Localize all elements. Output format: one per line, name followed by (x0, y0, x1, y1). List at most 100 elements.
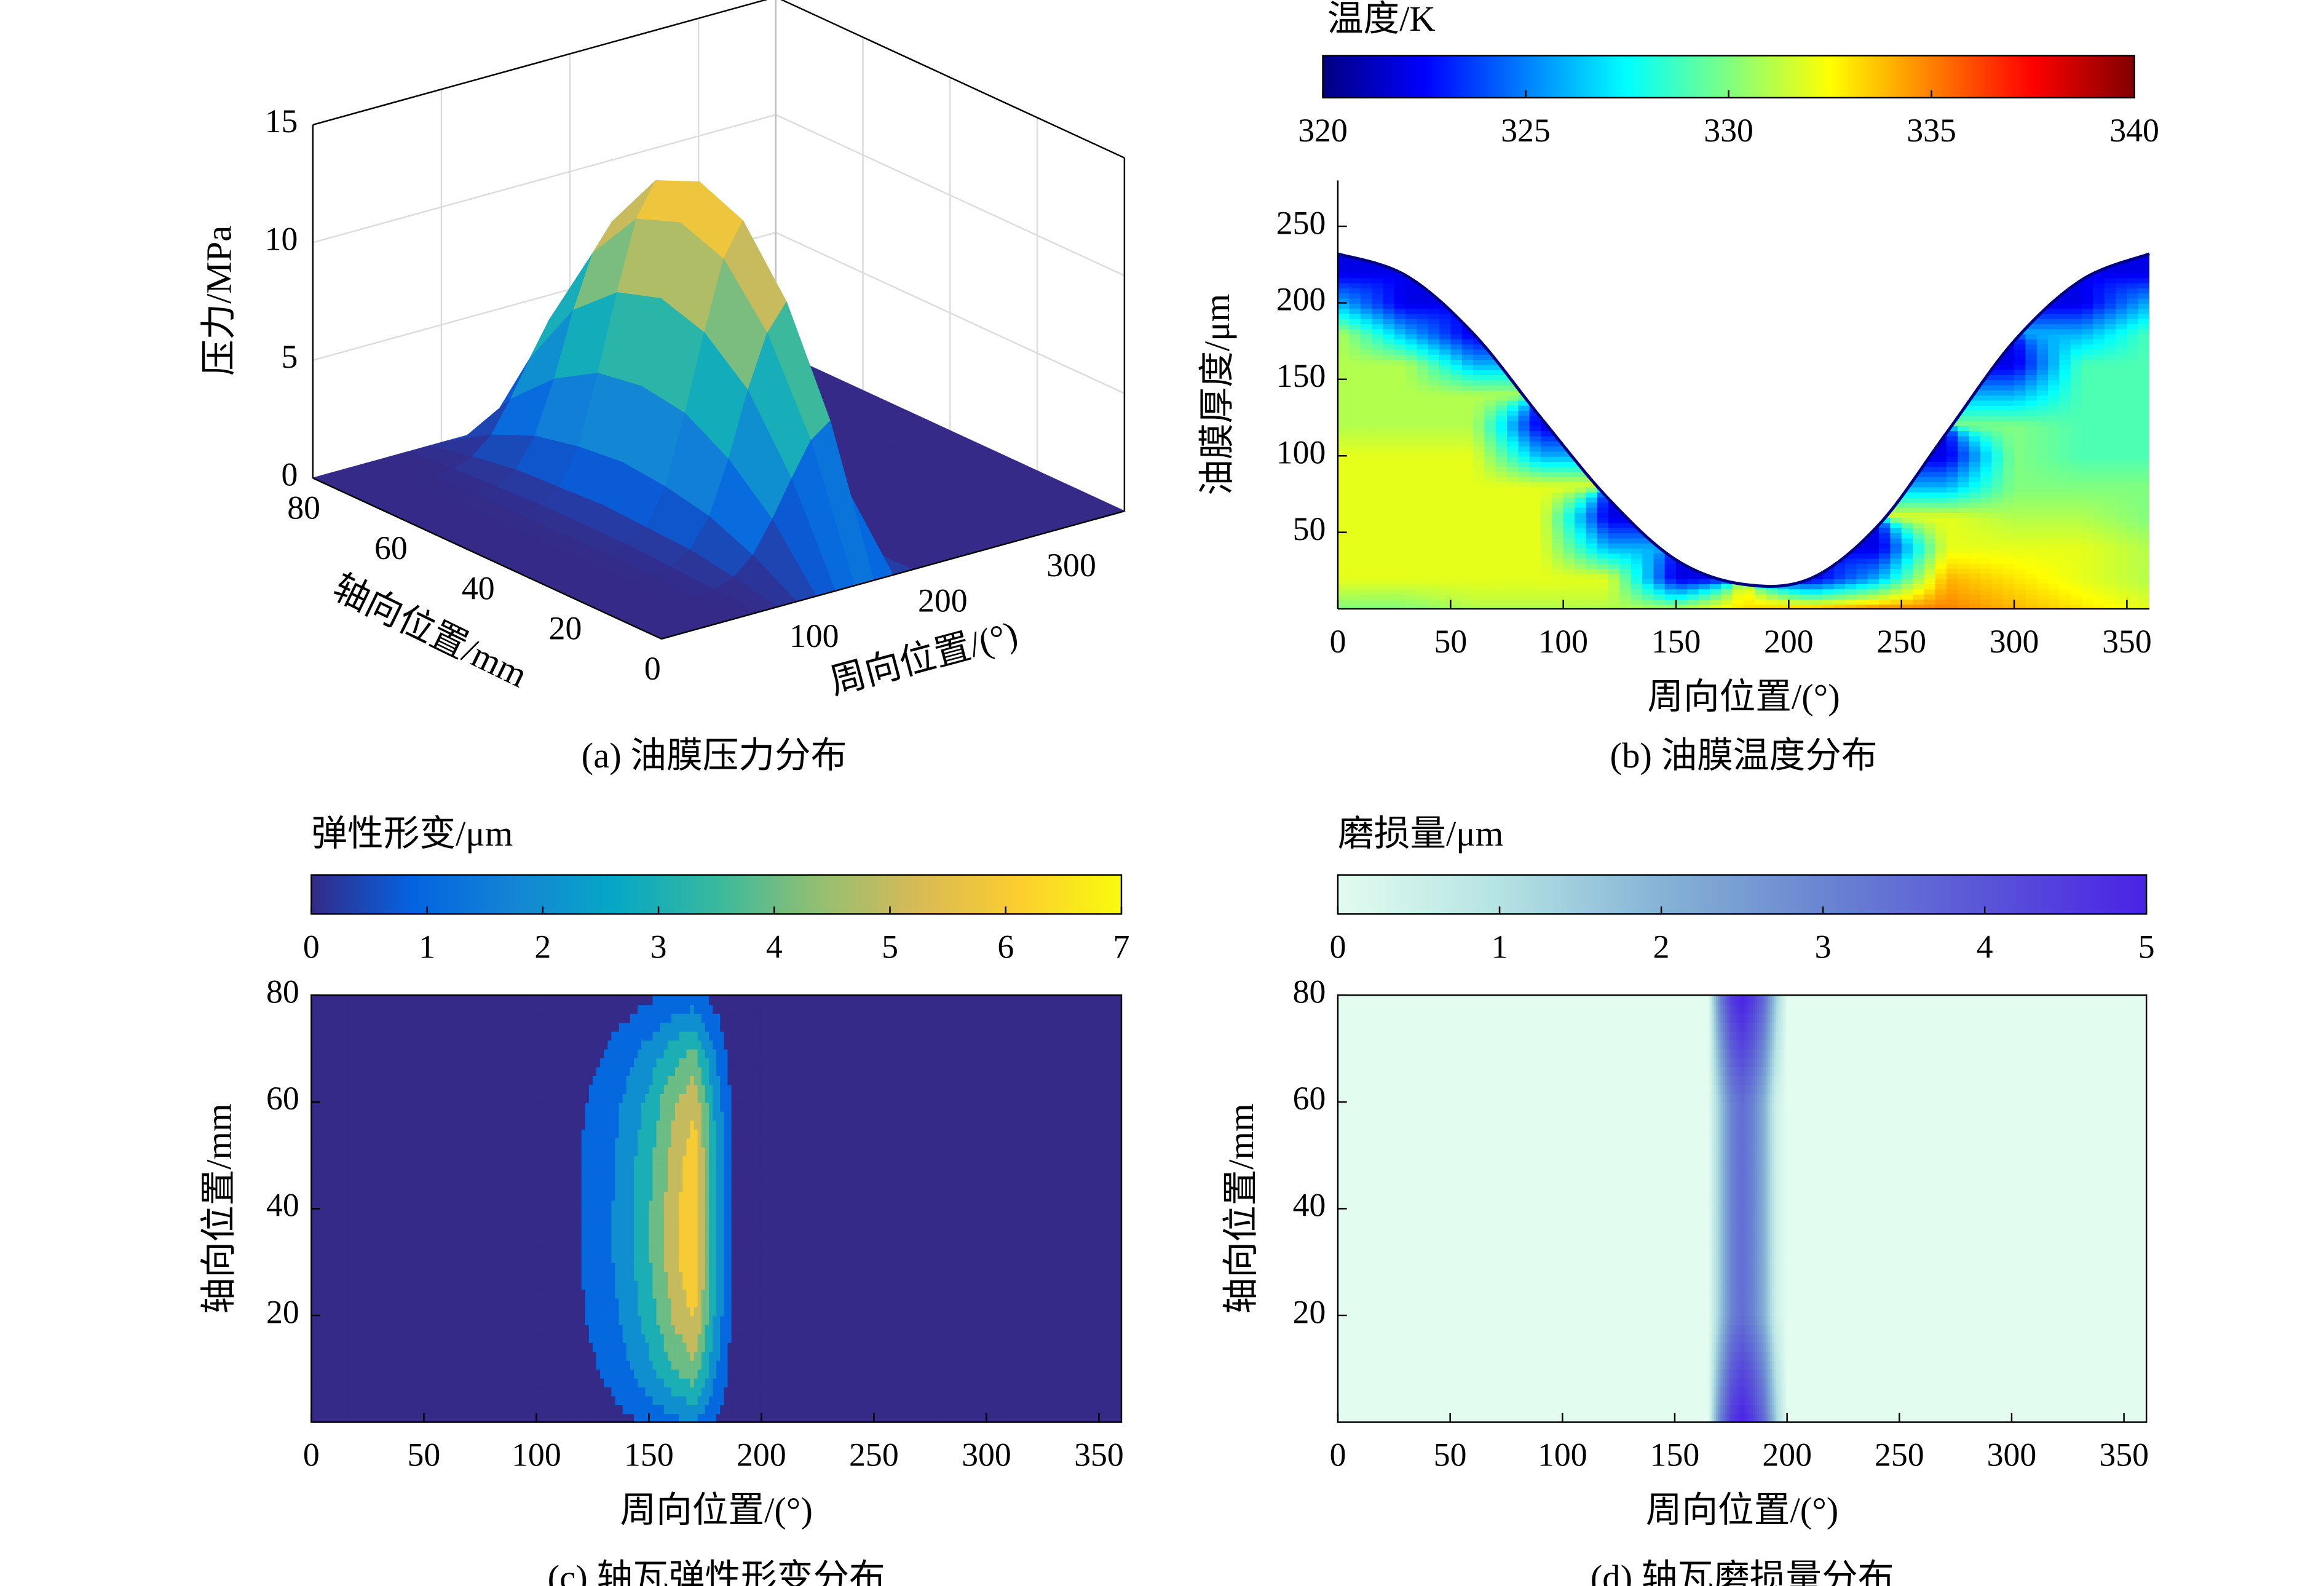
field-cell (675, 1378, 680, 1388)
field-cell (1913, 517, 1925, 523)
field-cell (746, 1342, 751, 1352)
field-cell (1845, 568, 1857, 574)
field-cell (1428, 603, 1441, 609)
field-cell (555, 1333, 560, 1343)
field-cell (1428, 522, 1441, 528)
field-cell (600, 1404, 605, 1414)
field-cell (1575, 512, 1587, 518)
field-cell (1349, 363, 1362, 370)
field-cell (2025, 272, 2038, 279)
field-cell (2104, 445, 2117, 452)
field-cell (708, 1342, 714, 1352)
field-cell (1721, 568, 1734, 574)
field-cell (1338, 343, 1350, 350)
field-cell (754, 1350, 759, 1361)
field-cell (1856, 573, 1869, 579)
field-cell (1061, 1386, 1121, 1397)
field-cell (577, 1271, 583, 1281)
field-cell (1473, 552, 1485, 559)
field-cell (1338, 272, 1350, 279)
field-cell (1947, 435, 1959, 442)
field-cell (2104, 384, 2117, 391)
field-cell (1991, 547, 2004, 554)
field-cell (1755, 558, 1768, 564)
field-cell (694, 1404, 699, 1414)
field-cell (697, 1342, 703, 1352)
field-cell (2014, 343, 2026, 350)
field-cell (1360, 486, 1373, 493)
field-cell (2025, 333, 2038, 339)
field-cell (499, 1253, 537, 1263)
field-cell (660, 1315, 665, 1325)
field-cell (1372, 527, 1384, 534)
field-cell (611, 1226, 616, 1237)
field-cell (1947, 532, 1959, 539)
field-cell (1495, 328, 1508, 335)
field-cell (663, 1368, 669, 1379)
field-cell (2082, 527, 2094, 534)
field-cell (2127, 414, 2140, 421)
field-cell (1473, 532, 1485, 539)
field-cell (1349, 547, 1362, 554)
field-cell (682, 1378, 687, 1388)
field-cell (1383, 338, 1396, 345)
field-cell (1360, 369, 1373, 375)
field-cell (1372, 253, 1384, 258)
field-cell (349, 1298, 387, 1307)
field-cell (2059, 272, 2072, 279)
field-cell (1473, 374, 1485, 381)
field-cell (2138, 363, 2150, 370)
field-cell (638, 1413, 642, 1422)
field-cell (611, 1271, 616, 1281)
field-cell (461, 1262, 500, 1272)
field-cell (2070, 369, 2083, 375)
field-cell (2002, 542, 2015, 549)
field-cell (1372, 466, 1384, 472)
field-cell (1383, 573, 1396, 579)
field-cell (1507, 486, 1519, 493)
field-cell (2048, 603, 2060, 609)
field-cell (386, 1386, 425, 1397)
field-cell (705, 1324, 710, 1334)
field-cell (1518, 328, 1531, 335)
field-cell (2138, 501, 2150, 508)
field-cell (724, 1386, 729, 1397)
field-cell (1924, 563, 1937, 569)
field-cell (1417, 507, 1429, 513)
field-cell (1833, 547, 1846, 554)
field-cell (1450, 369, 1463, 375)
field-cell (1913, 445, 1925, 452)
field-cell (1529, 328, 1542, 335)
field-cell (386, 1226, 425, 1237)
field-cell (2104, 552, 2117, 559)
field-cell (1947, 384, 1959, 391)
field-cell (2093, 338, 2106, 345)
field-cell (2127, 425, 2140, 432)
field-cell (656, 1298, 662, 1307)
field-cell (1061, 1404, 1121, 1414)
field-cell (2093, 491, 2106, 498)
field-cell (543, 1333, 549, 1343)
field-cell (2014, 445, 2026, 452)
field-cell (2116, 603, 2128, 609)
field-cell (1653, 501, 1666, 508)
field-cell (1372, 394, 1384, 401)
field-cell (1586, 593, 1599, 600)
field-cell (536, 1324, 541, 1334)
field-cell (1405, 298, 1418, 304)
field-cell (1484, 318, 1497, 325)
field-cell (1383, 277, 1396, 283)
field-cell (2002, 354, 2015, 360)
field-cell (641, 1298, 646, 1307)
field-cell (563, 1333, 567, 1343)
field-cell (1338, 507, 1350, 513)
field-cell (2002, 532, 2015, 539)
field-cell (1461, 440, 1474, 447)
field-cell (731, 1360, 737, 1370)
field-cell (1958, 389, 1970, 396)
field-cell (2116, 471, 2128, 477)
field-cell (566, 1306, 571, 1317)
field-cell (1800, 568, 1812, 574)
field-cell (558, 1235, 564, 1245)
field-cell (1461, 369, 1474, 375)
